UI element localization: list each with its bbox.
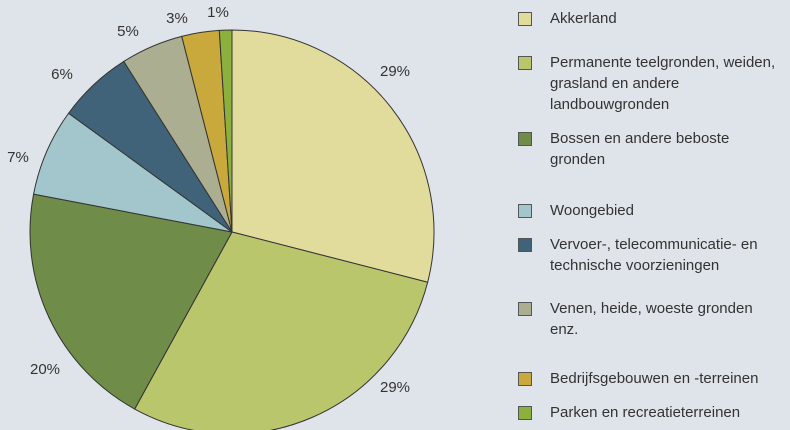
pie-slice (134, 231, 429, 430)
pie-slice (218, 29, 233, 233)
pie-slice (231, 29, 435, 283)
pie-slice (29, 193, 233, 410)
slice-label: 29% (380, 379, 410, 396)
legend-label: Venen, heide, woeste gronden enz. (550, 300, 753, 338)
slice-label: 5% (117, 23, 139, 40)
legend-label: Bossen en andere beboste gronden (550, 130, 730, 168)
legend-swatch (518, 56, 532, 70)
legend-swatch (518, 238, 532, 252)
legend-label: Akkerland (550, 10, 617, 27)
legend-label: Vervoer-, telecommunicatie- en technisch… (550, 236, 758, 274)
legend-swatch (518, 372, 532, 386)
slice-label: 29% (380, 63, 410, 80)
legend-swatch (518, 132, 532, 146)
slice-label: 7% (7, 149, 29, 166)
slice-label: 6% (51, 66, 73, 83)
legend-swatch (518, 302, 532, 316)
legend-label: Permanente teelgronden, weiden, grasland… (550, 54, 776, 113)
legend-swatch (518, 406, 532, 420)
slice-label: 3% (166, 10, 188, 27)
legend-swatch (518, 204, 532, 218)
slice-label: 1% (207, 4, 229, 21)
legend-swatch (518, 12, 532, 26)
slice-label: 20% (30, 361, 60, 378)
legend-label: Parken en recreatieterreinen (550, 404, 741, 421)
legend-label: Woongebied (550, 202, 634, 219)
legend-label: Bedrijfsgebouwen en -terreinen (550, 370, 759, 387)
